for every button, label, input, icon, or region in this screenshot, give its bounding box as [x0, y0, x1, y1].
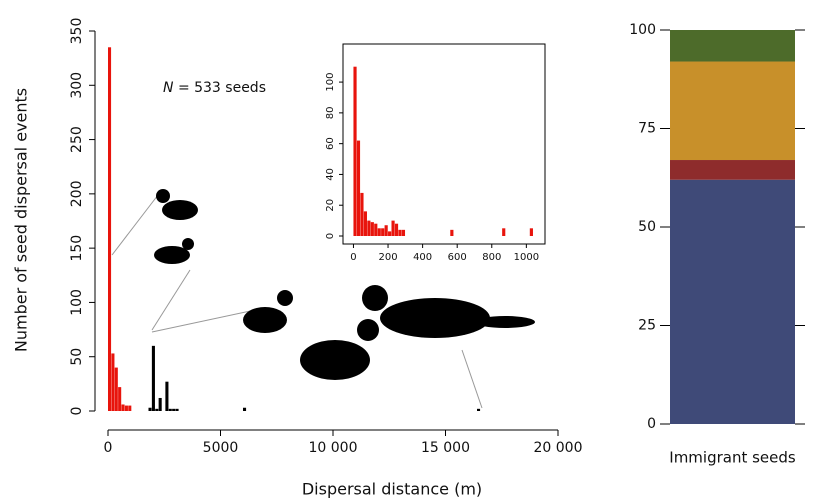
bird-silhouette: [357, 319, 379, 341]
bar: [128, 405, 132, 411]
pointer-line: [461, 349, 483, 409]
bar: [502, 228, 506, 236]
x-tick-label: 0: [104, 440, 113, 456]
x-tick-label: 600: [448, 252, 467, 263]
bar: [148, 407, 152, 411]
y-tick-label: 75: [638, 121, 656, 137]
y-tick-label: 0: [325, 233, 336, 239]
bar: [172, 408, 176, 411]
marten-silhouette: [362, 285, 388, 311]
bar: [384, 225, 388, 236]
y-tick-label: 350: [69, 18, 85, 45]
bar: [175, 408, 179, 411]
bar: [111, 353, 115, 411]
y-tick-label: 50: [638, 219, 656, 235]
pointer-line: [111, 194, 159, 256]
y-tick-label: 100: [69, 289, 85, 316]
bar: [118, 387, 122, 411]
x-tick-label: 15 000: [421, 440, 470, 456]
x-tick-label: 0: [350, 252, 356, 263]
bird-silhouette: [156, 189, 170, 203]
annotation: N = 533 seeds: [163, 80, 266, 96]
bar: [477, 408, 481, 411]
bar: [168, 408, 172, 411]
bar: [243, 407, 247, 411]
bird-silhouette: [300, 340, 370, 380]
bar: [158, 397, 162, 411]
bar-segment: [670, 61, 795, 161]
y-tick-label: 300: [69, 72, 85, 99]
y-tick-label: 40: [325, 168, 336, 181]
bar: [450, 229, 454, 236]
bar: [381, 228, 385, 236]
bar: [529, 228, 533, 236]
y-tick-label: 100: [629, 22, 656, 38]
marten-silhouette: [380, 298, 490, 338]
bird-silhouette: [243, 307, 287, 333]
bar: [121, 404, 125, 411]
bar: [155, 408, 159, 411]
x-tick-label: 5000: [203, 440, 239, 456]
annotation-text: = 533 seeds: [178, 80, 266, 96]
x-tick-label: 400: [413, 252, 432, 263]
y-tick-label: 60: [325, 137, 336, 150]
y-axis-title: Number of seed dispersal events: [12, 88, 31, 352]
bar: [356, 140, 361, 236]
bar: [108, 47, 112, 412]
x-tick-label: 800: [482, 252, 501, 263]
x-tick-label: 20 000: [534, 440, 583, 456]
bar: [353, 66, 357, 237]
bird-silhouette: [154, 246, 190, 264]
y-tick-label: 100: [325, 73, 336, 92]
bar: [374, 223, 378, 236]
x-tick-label: 1000: [514, 252, 539, 263]
bar-segment: [670, 179, 795, 424]
x-tick-label: Immigrant seeds: [669, 449, 796, 467]
y-tick-label: 250: [69, 126, 85, 153]
bar: [391, 220, 395, 236]
bar: [394, 223, 399, 236]
bar: [401, 229, 406, 236]
bar: [363, 211, 367, 236]
y-tick-label: 200: [69, 180, 85, 207]
y-tick-label: 25: [638, 318, 656, 334]
inset-frame: [342, 43, 546, 245]
bar: [114, 367, 118, 411]
y-tick-label: 150: [69, 235, 85, 262]
bird-silhouette: [182, 238, 194, 250]
bar: [124, 405, 128, 411]
bar: [360, 192, 364, 236]
bar: [388, 231, 392, 236]
x-tick-label: 10 000: [309, 440, 358, 456]
bar-segment: [670, 160, 795, 180]
bar-segment: [670, 30, 795, 62]
bird-silhouette: [162, 200, 198, 220]
x-tick-label: 200: [378, 252, 397, 263]
annotation-var: N: [163, 80, 174, 96]
y-tick-label: 0: [647, 416, 656, 432]
bar: [165, 381, 169, 411]
bar: [398, 229, 402, 236]
bar: [367, 220, 371, 236]
y-tick-label: 50: [69, 348, 85, 366]
y-tick-label: 0: [69, 407, 85, 416]
y-tick-label: 80: [325, 107, 336, 120]
y-tick-label: 20: [325, 199, 336, 212]
silhouettes: [111, 189, 535, 409]
bar: [370, 222, 374, 236]
bar: [377, 228, 381, 236]
bar: [151, 345, 155, 411]
bird-silhouette: [277, 290, 293, 306]
x-axis-title: Dispersal distance (m): [302, 480, 482, 499]
pointer-line: [151, 269, 191, 331]
marten-silhouette: [475, 316, 535, 328]
pointer-line: [151, 309, 256, 333]
